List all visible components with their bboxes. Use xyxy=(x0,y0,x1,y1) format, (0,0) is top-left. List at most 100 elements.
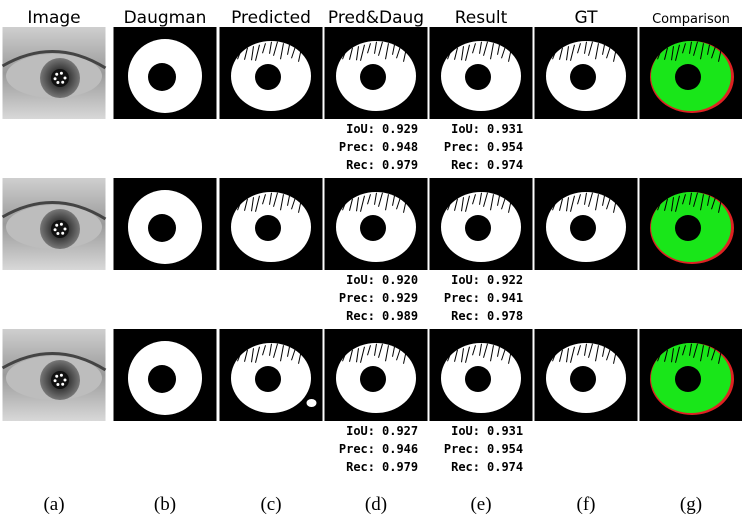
figure-panel xyxy=(535,27,638,119)
metric-label: Rec: xyxy=(451,309,480,323)
eyelid-cut xyxy=(325,27,428,41)
eyelid-cut xyxy=(430,27,533,41)
metric-label: Rec: xyxy=(346,158,375,172)
metric-label: IoU: xyxy=(346,122,375,136)
glint xyxy=(54,77,57,80)
glint xyxy=(55,375,58,378)
figure-panel xyxy=(3,178,106,270)
pupil-mask xyxy=(360,215,386,241)
eyelid-cut xyxy=(640,178,742,192)
panel-caption: (b) xyxy=(154,494,176,515)
pupil-mask xyxy=(255,215,281,241)
metric-value: 0.978 xyxy=(487,309,523,323)
figure-panel xyxy=(640,178,742,270)
metric-value: 0.931 xyxy=(487,122,523,136)
metric-value: 0.979 xyxy=(382,158,418,172)
glint xyxy=(64,77,67,80)
glint xyxy=(55,224,58,227)
column-header: GT xyxy=(575,8,599,28)
metric-value: 0.941 xyxy=(487,291,523,305)
column-header: Comparison xyxy=(652,12,730,27)
pupil-mask xyxy=(465,215,491,241)
figure-panel xyxy=(220,329,323,421)
eyelid-cut xyxy=(220,329,323,343)
eyelid-cut xyxy=(220,178,323,192)
eyelid-cut xyxy=(325,178,428,192)
metric-label: IoU: xyxy=(451,424,480,438)
column-header: Predicted xyxy=(231,8,311,28)
metric-value: 0.954 xyxy=(487,442,523,456)
glint xyxy=(56,383,59,386)
metric-label: IoU: xyxy=(346,273,375,287)
glint xyxy=(61,383,64,386)
eyelid-cut xyxy=(640,27,742,41)
panel-caption: (g) xyxy=(680,494,702,515)
metric-value: 0.922 xyxy=(487,273,523,287)
pupil-mask xyxy=(570,215,596,241)
eyelid-cut xyxy=(535,27,638,41)
metric-value: 0.929 xyxy=(382,122,418,136)
eyelid-cut xyxy=(535,178,638,192)
eyelid-cut xyxy=(220,27,323,41)
glint xyxy=(60,374,63,377)
figure-panel xyxy=(640,329,742,421)
figure-panel xyxy=(220,27,323,119)
figure-panel xyxy=(114,27,217,119)
figure: ImageDaugmanPredictedPred&DaugResultGTCo… xyxy=(0,0,742,519)
glint xyxy=(56,81,59,84)
metric-value: 0.974 xyxy=(487,460,523,474)
panel-caption: (d) xyxy=(365,494,387,515)
eyelid-cut xyxy=(640,329,742,343)
eyelid-cut xyxy=(430,329,533,343)
figure-panel xyxy=(3,27,106,119)
metric-value: 0.974 xyxy=(487,158,523,172)
glint xyxy=(64,379,67,382)
metric-value: 0.929 xyxy=(382,291,418,305)
pupil-mask xyxy=(465,366,491,392)
figure-panel xyxy=(114,329,217,421)
figure-panel xyxy=(3,329,106,421)
glint xyxy=(60,72,63,75)
panel-caption: (e) xyxy=(470,494,491,515)
metric-label: Rec: xyxy=(346,460,375,474)
figure-panel xyxy=(325,27,428,119)
metric-value: 0.946 xyxy=(382,442,418,456)
metric-label: Rec: xyxy=(346,309,375,323)
metric-label: IoU: xyxy=(346,424,375,438)
pupil-mask xyxy=(148,214,176,242)
column-header: Result xyxy=(455,8,508,28)
figure-panel xyxy=(430,329,533,421)
metric-value: 0.989 xyxy=(382,309,418,323)
figure-panel xyxy=(220,178,323,270)
figure-panel xyxy=(535,178,638,270)
eyelid-cut xyxy=(535,329,638,343)
figure-panel xyxy=(640,27,742,119)
figure-panel xyxy=(325,178,428,270)
metric-value: 0.948 xyxy=(382,140,418,154)
glint xyxy=(64,228,67,231)
metric-label: Prec: xyxy=(444,442,480,456)
pupil-mask xyxy=(255,366,281,392)
figure-panel xyxy=(325,329,428,421)
glint xyxy=(55,73,58,76)
metric-label: Rec: xyxy=(451,460,480,474)
metric-label: Prec: xyxy=(444,291,480,305)
pupil-mask xyxy=(148,63,176,91)
column-header: Image xyxy=(27,8,80,28)
panel-caption: (c) xyxy=(260,494,281,515)
glint xyxy=(54,379,57,382)
metric-label: IoU: xyxy=(451,122,480,136)
pupil-mask xyxy=(148,365,176,393)
noise-blob xyxy=(307,399,317,407)
pupil-mask xyxy=(570,64,596,90)
metric-label: Prec: xyxy=(339,140,375,154)
pupil-mask xyxy=(675,366,701,392)
glint xyxy=(56,232,59,235)
metric-value: 0.927 xyxy=(382,424,418,438)
metric-value: 0.931 xyxy=(487,424,523,438)
column-header: Daugman xyxy=(124,8,207,28)
glint xyxy=(61,81,64,84)
metric-label: Prec: xyxy=(339,442,375,456)
metric-value: 0.920 xyxy=(382,273,418,287)
eyelid-cut xyxy=(430,178,533,192)
